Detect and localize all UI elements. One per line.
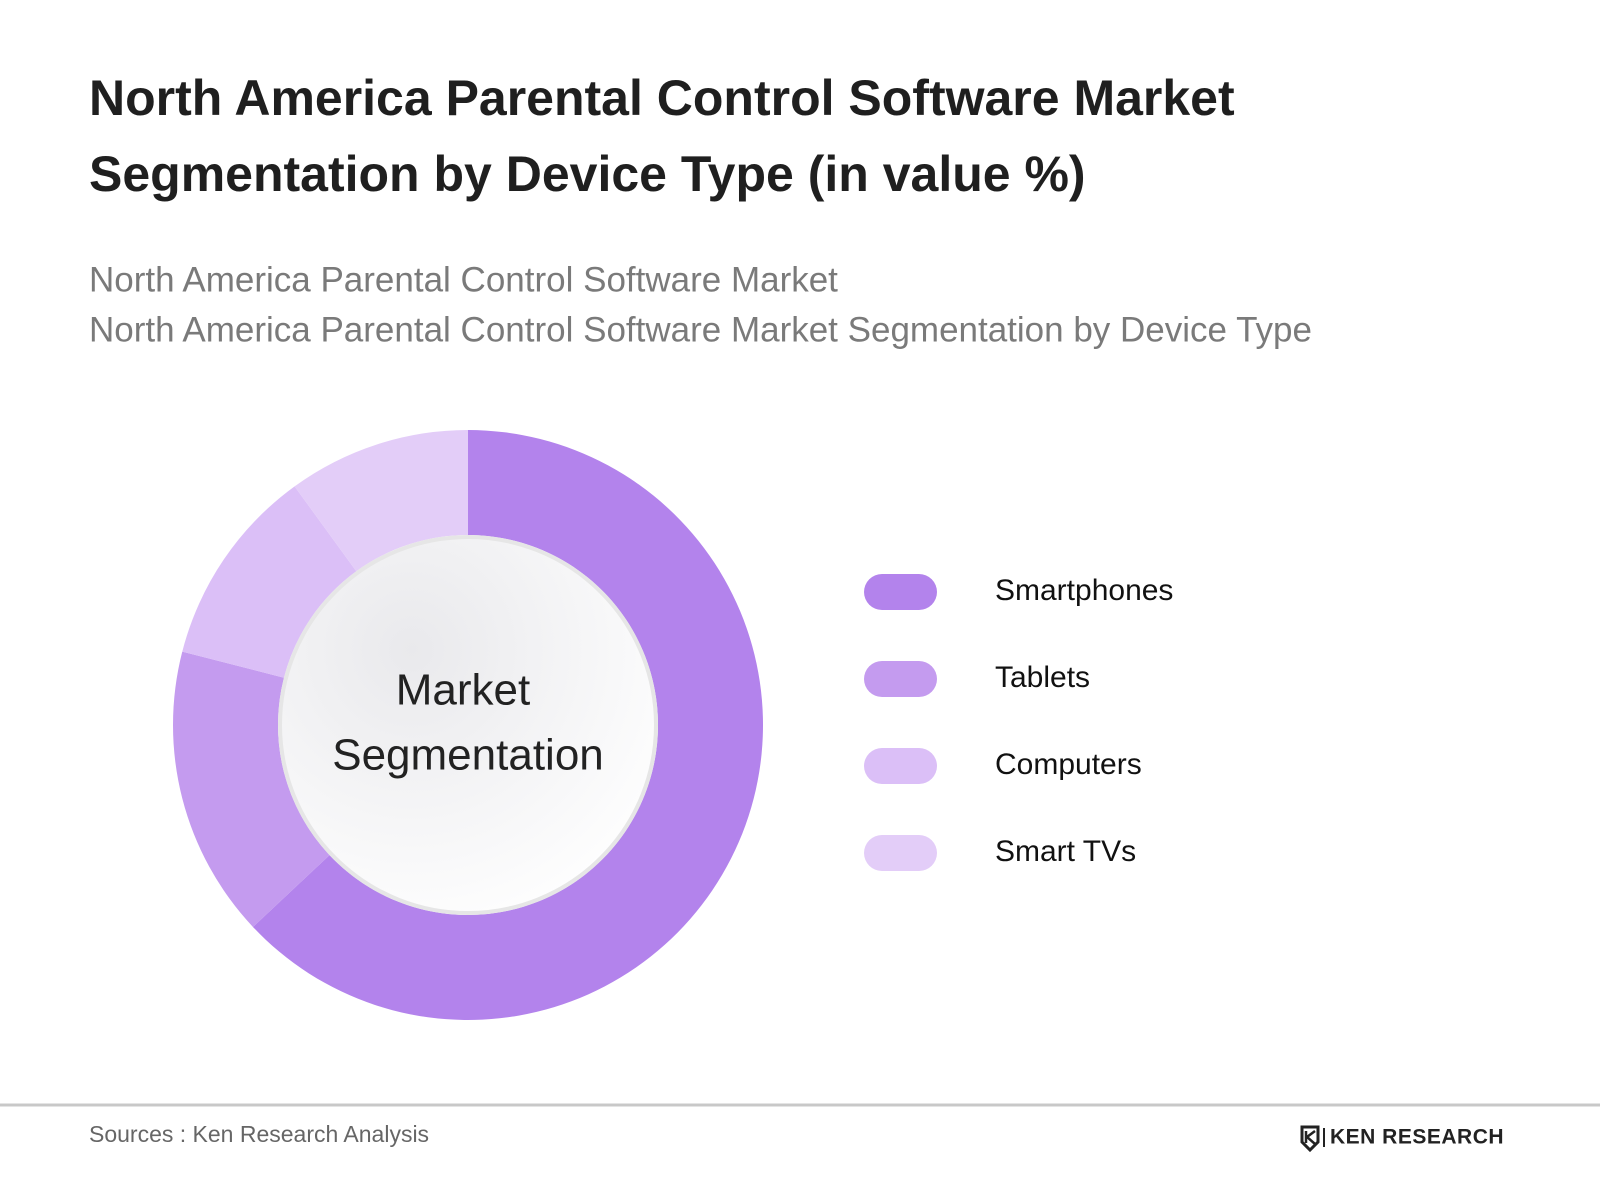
logo-text: KEN RESEARCH: [1330, 1126, 1504, 1149]
chart-title: Segmentation by Device Type (in value %): [89, 146, 1086, 202]
source: Sources : Ken Research Analysis: [89, 1121, 429, 1147]
donut: [173, 430, 763, 1020]
donut-slice: [173, 651, 330, 927]
donut-slice: [294, 430, 468, 572]
legend-label: Tablets: [995, 661, 1090, 694]
logo-icon: [1300, 1125, 1325, 1153]
legend-label: Smart TVs: [995, 835, 1136, 868]
legend-label: Smartphones: [995, 574, 1173, 607]
legend-swatch: [864, 574, 937, 610]
legend-label: Computers: [995, 748, 1142, 781]
donut-slice: [252, 430, 763, 1020]
legend-swatch: [864, 661, 937, 697]
legend-swatch: [864, 748, 937, 784]
center-label: Segmentation: [332, 731, 604, 780]
legend: Smartphones Tablets Computers Smart TVs: [864, 574, 1173, 871]
chart-subtitle: North America Parental Control Software …: [89, 310, 1312, 349]
chart-subtitle: North America Parental Control Software …: [89, 260, 838, 299]
chart-title: North America Parental Control Software …: [89, 70, 1235, 126]
donut-slice: [182, 486, 357, 678]
center-label: Market: [396, 666, 530, 715]
legend-swatch: [864, 835, 937, 871]
donut-center: [278, 535, 658, 915]
